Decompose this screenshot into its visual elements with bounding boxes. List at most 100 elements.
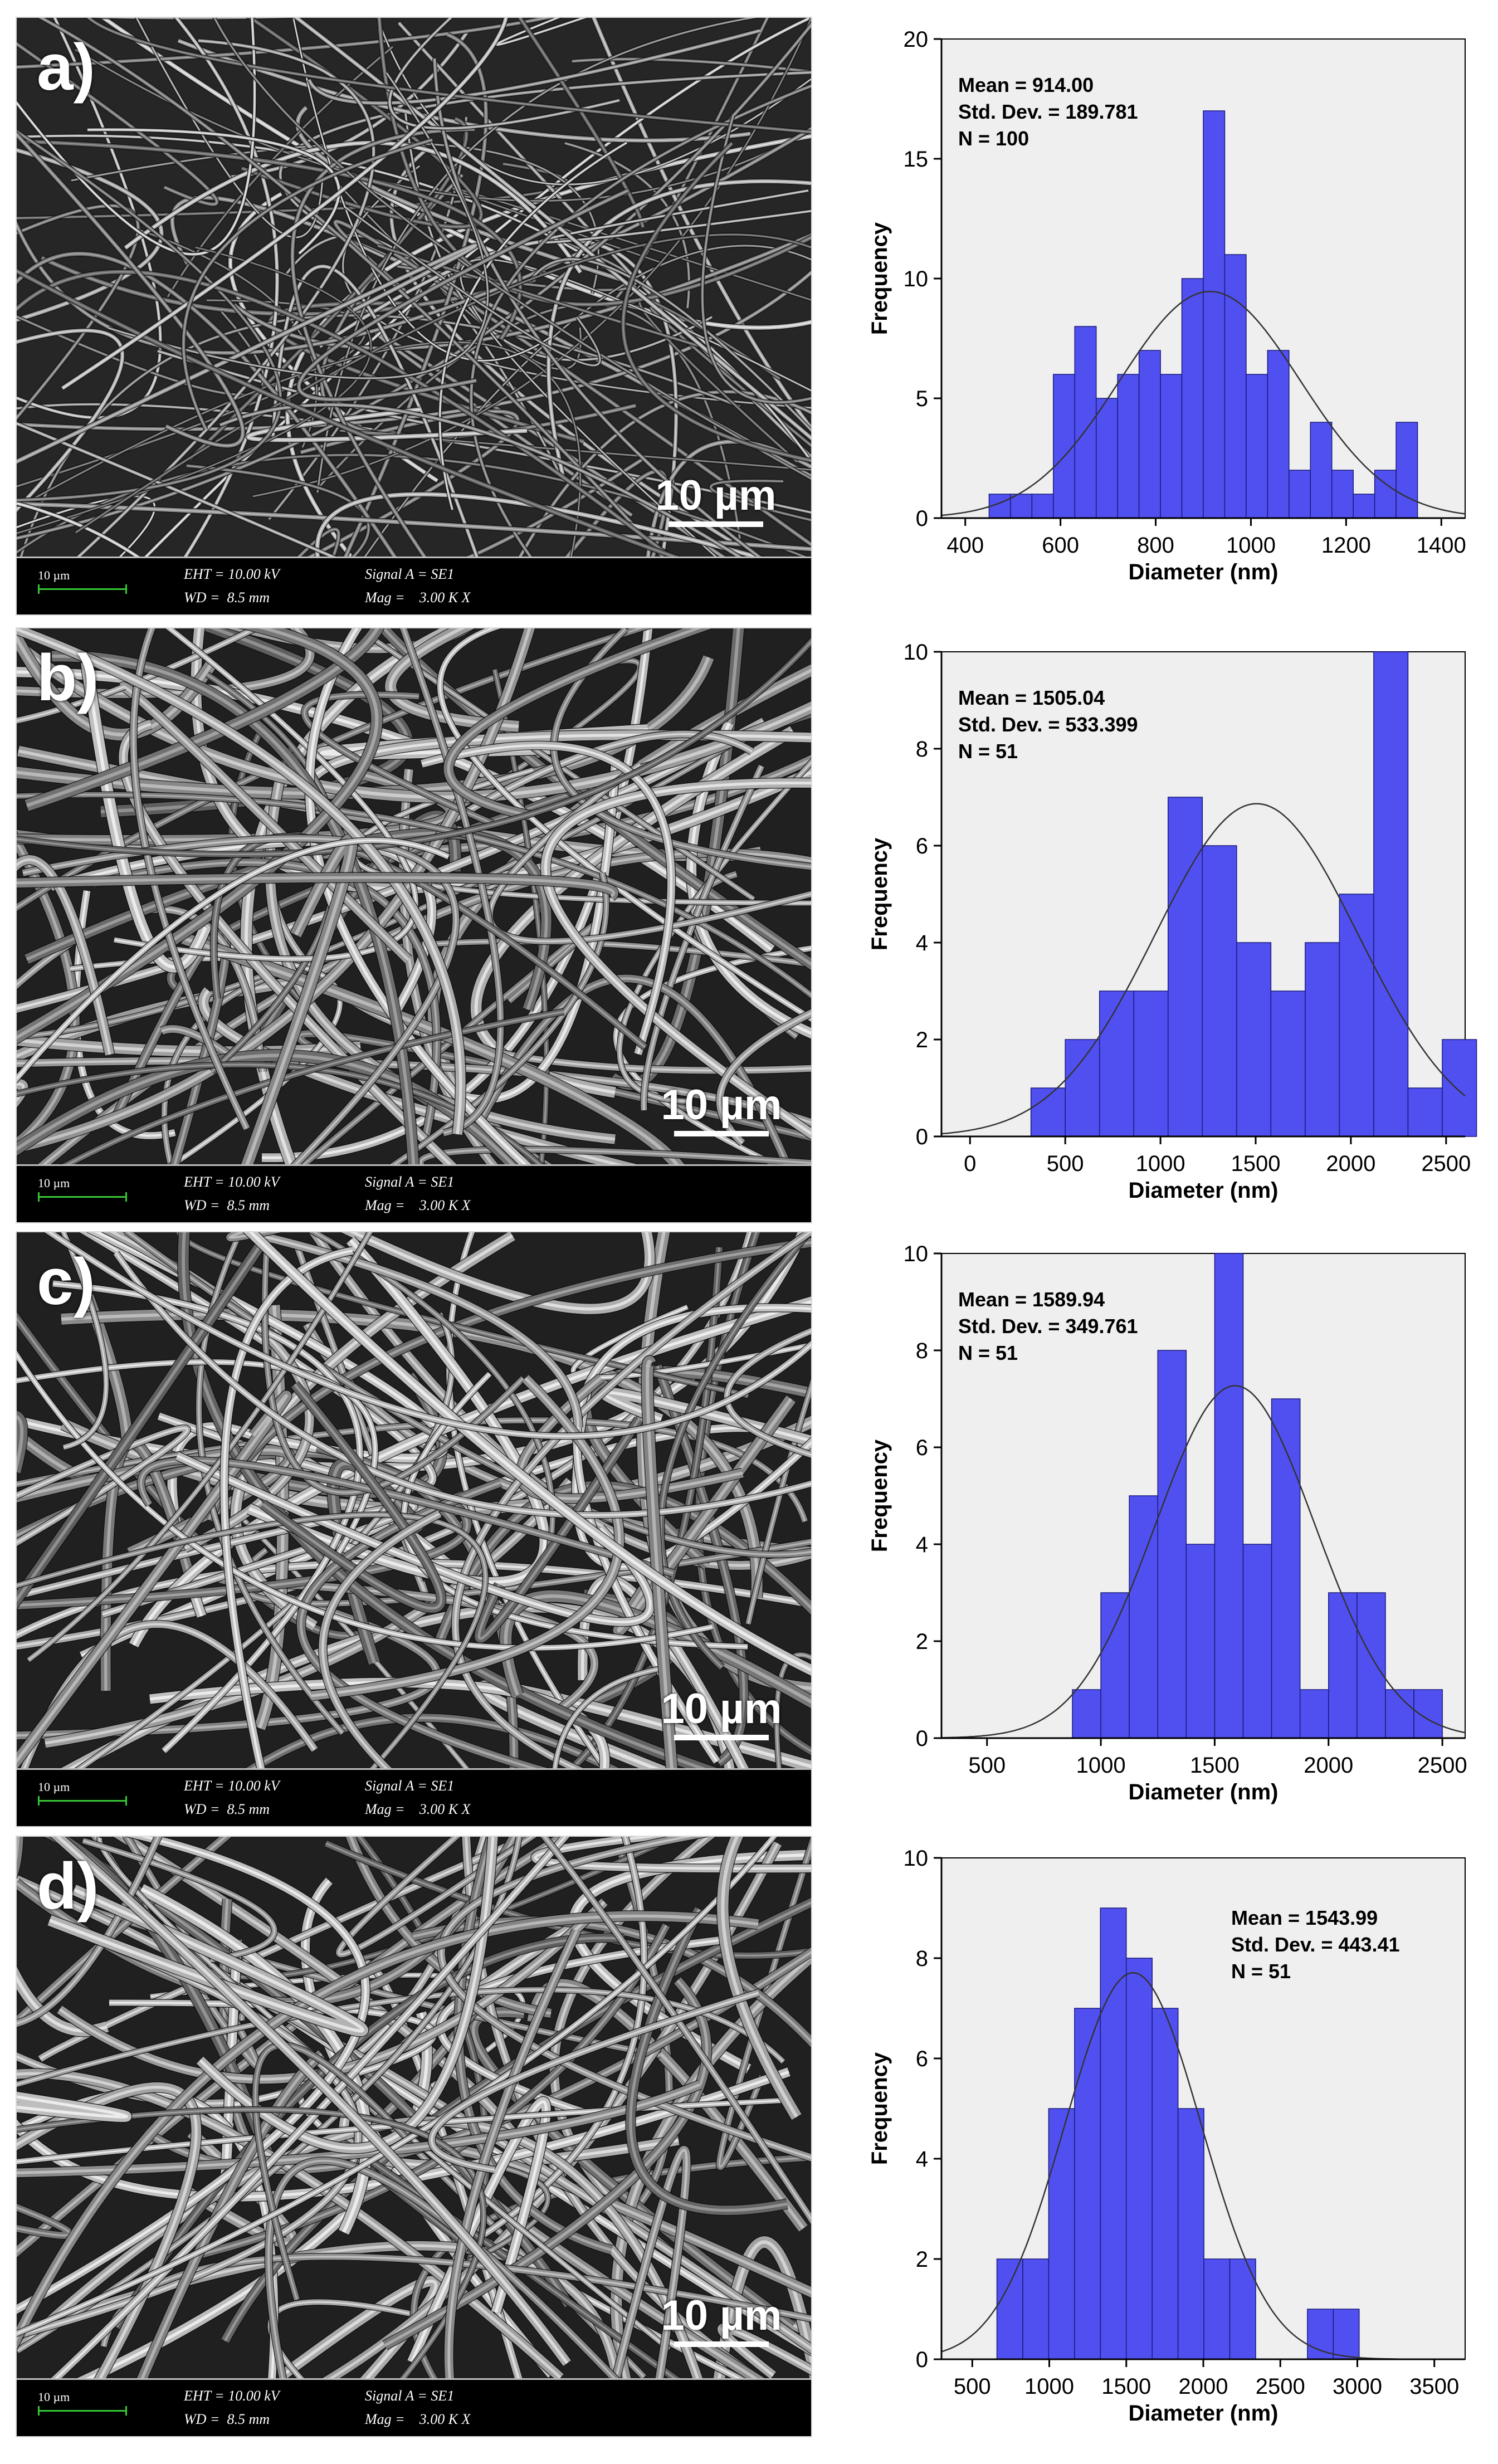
histogram-d: 500 1000 1500 2000 2500 3000 3500 0 2 4 6 8 10 Diamet… xyxy=(858,1836,1487,2443)
histogram-bar xyxy=(1117,374,1140,519)
fiber-highlight xyxy=(720,2326,811,2377)
histogram-bar xyxy=(1270,991,1306,1137)
histogram-bar xyxy=(1185,1544,1216,1739)
scale-bar-line xyxy=(674,1735,769,1740)
histogram-bar xyxy=(1246,374,1268,519)
fiber-highlight xyxy=(76,40,374,559)
x-tick-label: 1000 xyxy=(1136,1152,1185,1176)
info-mag: Mag = 3.00 K X xyxy=(365,589,471,606)
x-tick-label: 1200 xyxy=(1321,533,1371,558)
x-axis-label: Diameter (nm) xyxy=(1129,1780,1279,1804)
fiber-highlight xyxy=(389,18,620,129)
histogram-bar xyxy=(1138,350,1161,519)
info-scale-line xyxy=(38,1796,127,1806)
histogram-bar xyxy=(1074,2008,1101,2360)
scale-bar-label: 10 µm xyxy=(655,472,777,519)
fiber-highlight xyxy=(298,190,628,401)
scale-bar-label: 10 µm xyxy=(661,1685,782,1733)
scale-bar-line xyxy=(669,521,763,527)
fiber-highlight xyxy=(17,134,243,447)
fiber-highlight xyxy=(530,258,811,431)
stat-sd: Std. Dev. = 533.399 xyxy=(958,713,1138,736)
y-tick-label: 2 xyxy=(916,1028,928,1052)
fiber-highlight xyxy=(254,2044,408,2300)
fiber-highlight xyxy=(17,858,111,1055)
info-wd: WD = 8.5 mm xyxy=(184,1197,270,1213)
info-scale-label: 10 µm xyxy=(38,1780,70,1794)
fiber-highlight xyxy=(321,1512,440,1770)
fiber-highlight xyxy=(345,207,601,366)
histogram-bar xyxy=(1395,422,1418,519)
histogram-bar xyxy=(1333,2309,1360,2360)
fiber-highlight xyxy=(447,1930,578,2380)
histogram-bar xyxy=(1236,942,1272,1137)
info-signal: Signal A = SE1 xyxy=(365,566,455,582)
histogram-bar xyxy=(1299,1689,1329,1739)
fiber-highlight xyxy=(17,1514,486,1770)
fiber-highlight xyxy=(471,1837,645,2244)
histogram-bar xyxy=(1168,797,1203,1137)
fiber-highlight xyxy=(85,1232,434,1489)
histogram-bar xyxy=(1373,651,1409,1137)
fiber-highlight xyxy=(17,642,811,799)
y-tick-label: 10 xyxy=(904,1846,929,1871)
y-axis-label: Frequency xyxy=(867,837,892,950)
y-tick-label: 4 xyxy=(916,2147,928,2172)
stat-sd: Std. Dev. = 189.781 xyxy=(958,100,1138,123)
sem-info-bar: 10 µm EHT = 10.00 kV WD = 8.5 mm Signal … xyxy=(17,2378,811,2436)
histogram-bar xyxy=(1065,1039,1100,1137)
info-signal: Signal A = SE1 xyxy=(365,1778,455,1794)
fiber-highlight xyxy=(22,837,457,1167)
fiber-highlight xyxy=(244,837,354,1167)
fiber-highlight xyxy=(115,1252,811,1516)
fiber-highlight xyxy=(439,628,811,1020)
fiber-highlight xyxy=(17,423,339,559)
y-tick-label: 8 xyxy=(916,1946,928,1971)
fiber-highlight xyxy=(132,628,248,1129)
fiber-highlight xyxy=(17,271,674,559)
fiber-highlight xyxy=(440,1837,811,2159)
fiber-highlight xyxy=(17,496,155,559)
y-axis-label: Frequency xyxy=(867,2052,892,2165)
scale-bar: 10 µm xyxy=(643,475,788,527)
fiber-highlight xyxy=(390,872,607,1167)
scale-bar-label: 10 µm xyxy=(661,2292,782,2339)
y-tick-label: 10 xyxy=(904,640,929,665)
x-axis-label: Diameter (nm) xyxy=(1129,560,1279,584)
fiber-highlight xyxy=(17,640,811,856)
y-tick-label: 2 xyxy=(916,1629,928,1654)
x-tick-label: 2000 xyxy=(1304,1753,1353,1778)
fiber-highlight xyxy=(489,763,811,943)
fiber-highlight xyxy=(62,1232,107,1448)
scale-bar: 10 µm xyxy=(649,1688,794,1740)
info-eht: EHT = 10.00 kV xyxy=(184,1778,280,1794)
y-axis-label: Frequency xyxy=(867,1439,892,1552)
y-tick-label: 2 xyxy=(916,2247,928,2272)
fiber-highlight xyxy=(402,628,502,1134)
histogram-bar xyxy=(1126,1958,1153,2360)
info-wd: WD = 8.5 mm xyxy=(184,589,270,606)
fiber-highlight xyxy=(82,1840,276,1961)
fiber-highlight xyxy=(17,18,161,418)
histogram-bar xyxy=(1074,326,1097,519)
sem-image-a: a) 10 µm 10 µm EHT = 10.00 kV WD = 8.5 m… xyxy=(16,17,812,616)
y-tick-label: 8 xyxy=(916,737,928,762)
histogram-bar xyxy=(1242,1544,1272,1739)
info-scale-line xyxy=(38,2406,127,2416)
panel-label: d) xyxy=(37,1850,99,1923)
fiber-highlight xyxy=(17,1053,518,1167)
info-mag: Mag = 3.00 K X xyxy=(365,1801,471,1817)
fiber-highlight xyxy=(293,18,550,361)
fiber-highlight xyxy=(17,840,449,1080)
fiber-highlight xyxy=(349,1232,651,1311)
fiber-highlight xyxy=(219,404,744,559)
fiber-highlight xyxy=(17,2244,618,2380)
fiber-highlight xyxy=(230,30,469,178)
fiber-highlight xyxy=(223,1250,353,1770)
scale-bar-line xyxy=(674,1131,769,1136)
y-tick-label: 4 xyxy=(916,931,928,955)
fiber-highlight xyxy=(311,1377,621,1697)
fiber-highlight xyxy=(139,2052,323,2380)
histogram-bar xyxy=(1271,1398,1301,1739)
stat-n: N = 100 xyxy=(958,127,1029,150)
